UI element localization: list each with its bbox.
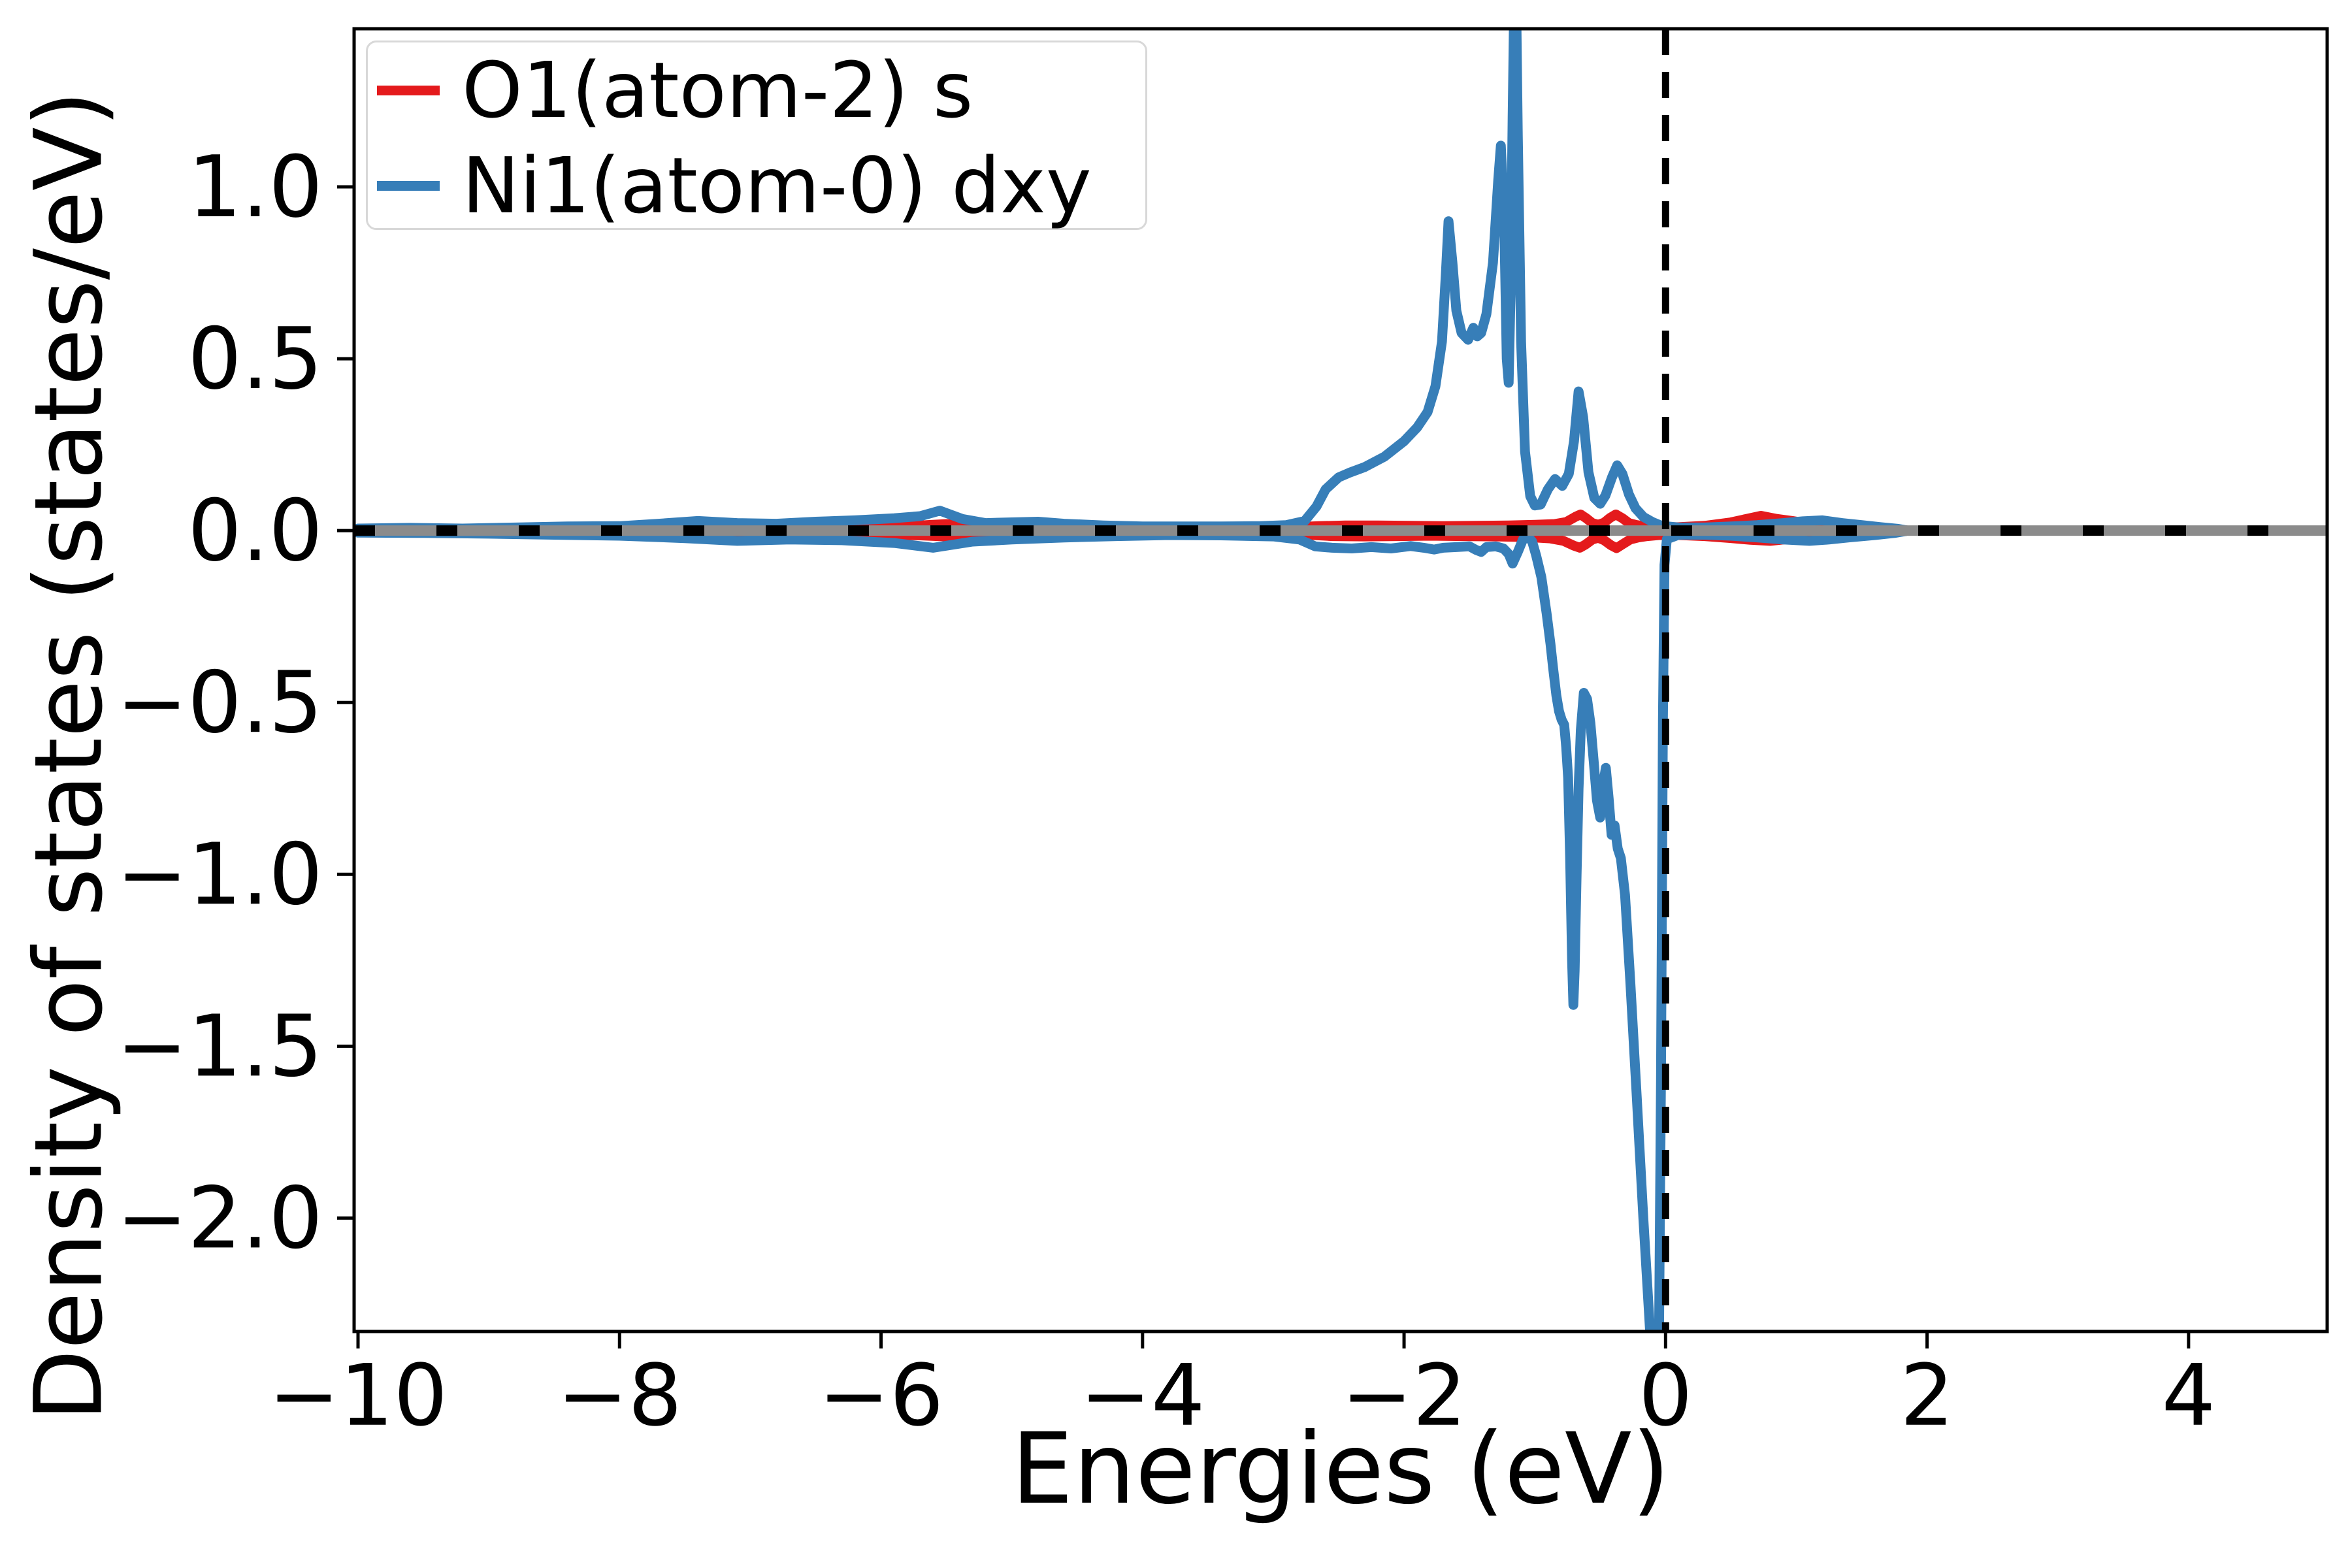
plot-border: [352, 27, 2329, 1333]
legend-item-ni1-dxy: Ni1(atom-0) dxy: [377, 147, 1132, 224]
x-tick-label: −10: [269, 1346, 448, 1445]
legend-label-o1-s: O1(atom-2) s: [462, 45, 973, 135]
y-tick-label: 1.0: [188, 137, 323, 237]
y-tick-label: −2.0: [116, 1168, 323, 1267]
x-tick-label: −6: [819, 1346, 944, 1445]
y-tick-label: 0.0: [188, 481, 323, 580]
x-tick-label: 4: [2162, 1346, 2216, 1445]
x-tick-label: −2: [1341, 1346, 1467, 1445]
legend-item-o1-s: O1(atom-2) s: [377, 52, 1132, 129]
series-line-o1-atom-2-s-spin-up-: [354, 509, 1912, 536]
y-tick-label: −0.5: [116, 653, 323, 752]
x-tick-label: 2: [1900, 1346, 1954, 1445]
series-line-ni1-atom-0-dxy-spin-up-: [354, 29, 1912, 536]
y-tick-label: −1.0: [116, 825, 323, 924]
x-tick-label: −4: [1080, 1346, 1205, 1445]
y-tick-label: 0.5: [188, 309, 323, 408]
x-tick-label: 0: [1639, 1346, 1693, 1445]
legend: O1(atom-2) s Ni1(atom-0) dxy: [366, 41, 1147, 230]
y-axis-label: Density of states (states/eV): [14, 91, 123, 1422]
x-tick-label: −8: [557, 1346, 682, 1445]
series-line-ni1-atom-0-dxy-spin-down-: [354, 526, 1912, 1331]
x-axis-label: Energies (eV): [1011, 1413, 1670, 1526]
legend-line-sample-red: [377, 85, 440, 95]
legend-label-ni1-dxy: Ni1(atom-0) dxy: [462, 140, 1092, 231]
y-tick-label: −1.5: [116, 996, 323, 1096]
legend-line-sample-blue: [377, 180, 440, 191]
